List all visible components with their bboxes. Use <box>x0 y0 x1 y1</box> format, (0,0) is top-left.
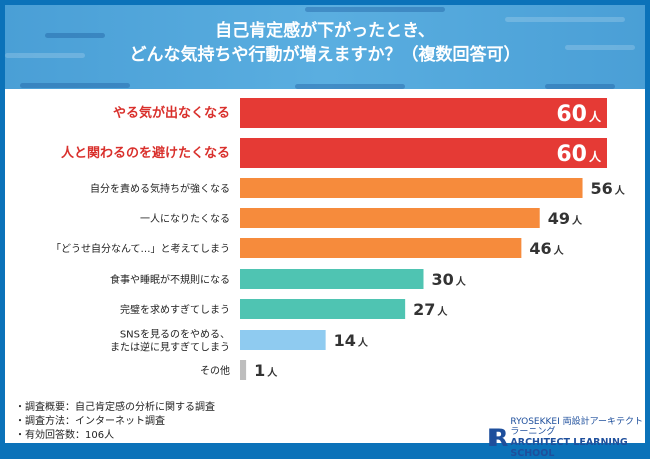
category-label: 人と関わるのを避けたくなる <box>61 145 230 161</box>
data-label: 60 人 <box>556 102 602 127</box>
bar <box>240 178 583 198</box>
chart-title: 自己肯定感が下がったとき、 どんな気持ちや行動が増えますか？（複数回答可） <box>5 19 645 67</box>
data-label: 14 人 <box>334 331 369 350</box>
category-label: 「どうせ自分なんて…」と考えてしまう <box>51 242 230 255</box>
note-respondents: ・有効回答数：106人 <box>15 430 115 441</box>
infographic: 自己肯定感が下がったとき、 どんな気持ちや行動が増えますか？（複数回答可） やる… <box>5 5 645 459</box>
category-label: SNSを見るのをやめる、 <box>120 329 230 341</box>
category-label: 完璧を求めすぎてしまう <box>120 303 230 316</box>
bar <box>240 299 406 319</box>
survey-notes: ・調査概要：自己肯定感の分析に関する調査 ・調査方法：インターネット調査 ・有効… <box>15 401 215 443</box>
category-label: やる気が出なくなる <box>113 105 230 121</box>
bar <box>240 330 326 350</box>
category-label: 一人になりたくなる <box>140 213 230 225</box>
category-label: または逆に見すぎてしまう <box>110 341 230 354</box>
bar <box>240 208 540 228</box>
data-label: 60 人 <box>556 142 602 167</box>
bar <box>240 98 607 128</box>
bar <box>240 138 607 168</box>
note-overview: ・調査概要：自己肯定感の分析に関する調査 <box>15 402 215 413</box>
data-label: 46 人 <box>529 239 564 258</box>
bar <box>240 269 424 289</box>
bar <box>240 360 247 380</box>
logo-line-2: ARCHITECT LEARNING SCHOOL <box>510 437 628 459</box>
data-label: 27 人 <box>413 300 448 319</box>
header-banner: 自己肯定感が下がったとき、 どんな気持ちや行動が増えますか？（複数回答可） <box>5 5 645 89</box>
data-label: 56 人 <box>591 179 626 198</box>
data-label: 49 人 <box>548 209 583 228</box>
note-method: ・調査方法：インターネット調査 <box>15 416 165 427</box>
logo-line-1: RYOSEKKEI 両設計アーキテクトラーニング <box>510 417 644 437</box>
logo-mark: IR <box>487 424 509 452</box>
logo: IR RYOSEKKEI 両設計アーキテクトラーニング ARCHITECT LE… <box>487 417 645 459</box>
title-line-1: 自己肯定感が下がったとき、 <box>215 21 435 41</box>
category-label: 自分を責める気持ちが強くなる <box>90 182 230 195</box>
title-line-2: どんな気持ちや行動が増えますか？（複数回答可） <box>129 45 521 65</box>
category-label: 食事や睡眠が不規則になる <box>110 273 230 286</box>
bar <box>240 238 522 258</box>
data-label: 30 人 <box>432 270 467 289</box>
category-label: その他 <box>200 364 230 377</box>
